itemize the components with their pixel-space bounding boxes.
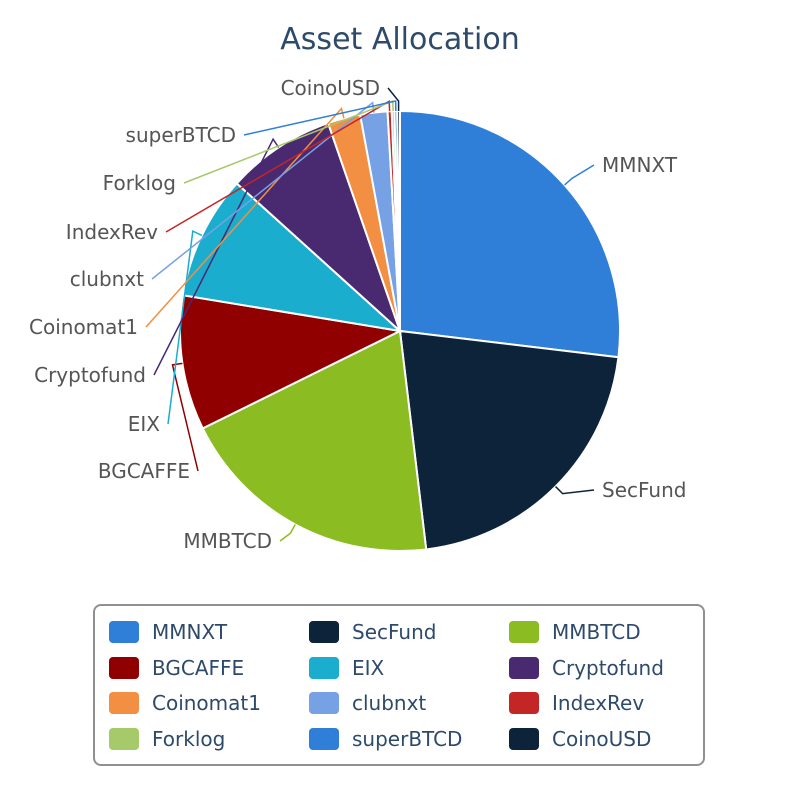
connector-cryptofund [153,137,280,376]
connector-indexrev [165,99,391,233]
slice-label-secfund: SecFund [602,478,686,502]
pie-slice-eix[interactable] [181,182,404,333]
legend-label: MMNXT [152,620,228,644]
legend-swatch [309,728,339,750]
legend-item-clubnxt[interactable]: clubnxt [309,690,426,716]
slice-label-superbtcd: superBTCD [126,123,236,147]
slice-label-indexrev: IndexRev [66,220,158,244]
legend-label: Coinomat1 [152,691,261,715]
legend: MMNXT SecFund MMBTCD BGCAFFE EIX Cryptofund Co… [93,604,705,766]
connector-superbtcd [243,100,397,136]
legend-item-coinousd[interactable]: CoinoUSD [509,726,651,752]
connector-mmnxt [564,164,595,186]
legend-swatch [509,692,539,714]
connector-mmbtcd [279,524,296,542]
legend-swatch [109,728,139,750]
legend-label: IndexRev [552,691,645,715]
connector-coinousd [387,87,400,112]
legend-swatch [109,692,139,714]
pie-slices [179,109,621,552]
legend-item-coinomat1[interactable]: Coinomat1 [109,690,261,716]
legend-label: EIX [352,656,385,680]
connector-coinomat1 [145,107,345,328]
slice-label-coinomat1: Coinomat1 [29,315,138,339]
legend-item-mmnxt[interactable]: MMNXT [109,619,227,645]
legend-item-forklog[interactable]: Forklog [109,726,225,752]
legend-swatch [509,621,539,643]
legend-swatch [509,728,539,750]
legend-swatch [309,621,339,643]
legend-item-superbtcd[interactable]: superBTCD [309,726,462,752]
legend-item-cryptofund[interactable]: Cryptofund [509,655,664,681]
legend-label: Forklog [152,727,226,751]
connector-eix [167,229,203,425]
slice-label-cryptofund: Cryptofund [34,363,146,387]
pie-slice-secfund[interactable] [398,329,620,551]
legend-label: SecFund [352,620,437,644]
legend-label: superBTCD [352,727,463,751]
pie-slice-mmbtcd[interactable] [201,329,428,552]
pie-slice-cryptofund[interactable] [235,121,401,332]
slice-label-clubnxt: clubnxt [70,267,144,291]
connector-secfund [555,486,595,495]
slice-label-forklog: Forklog [103,171,176,195]
legend-item-secfund[interactable]: SecFund [309,619,436,645]
legend-item-mmbtcd[interactable]: MMBTCD [509,619,641,645]
legend-swatch [509,657,539,679]
legend-item-bgcaffe[interactable]: BGCAFFE [109,655,244,681]
slice-label-eix: EIX [128,412,161,436]
legend-label: BGCAFFE [152,656,245,680]
slice-label-mmnxt: MMNXT [602,153,678,177]
legend-label: MMBTCD [552,620,641,644]
slice-label-mmbtcd: MMBTCD [183,529,272,553]
legend-swatch [309,657,339,679]
slice-label-coinousd: CoinoUSD [281,76,380,100]
slice-label-bgcaffe: BGCAFFE [98,459,190,483]
legend-label: clubnxt [352,691,427,715]
legend-label: Cryptofund [552,656,664,680]
legend-swatch [109,621,139,643]
label-connectors [145,87,595,542]
chart-title: Asset Allocation [280,22,519,57]
slice-labels: MMNXT SecFund MMBTCD BGCAFFE EIX Cryptofund Co… [29,76,686,553]
legend-item-eix[interactable]: EIX [309,655,384,681]
legend-label: CoinoUSD [552,727,652,751]
connector-bgcaffe [171,362,199,472]
legend-swatch [109,657,139,679]
pie-slice-mmnxt[interactable] [399,109,621,359]
legend-swatch [309,692,339,714]
legend-item-indexrev[interactable]: IndexRev [509,690,644,716]
